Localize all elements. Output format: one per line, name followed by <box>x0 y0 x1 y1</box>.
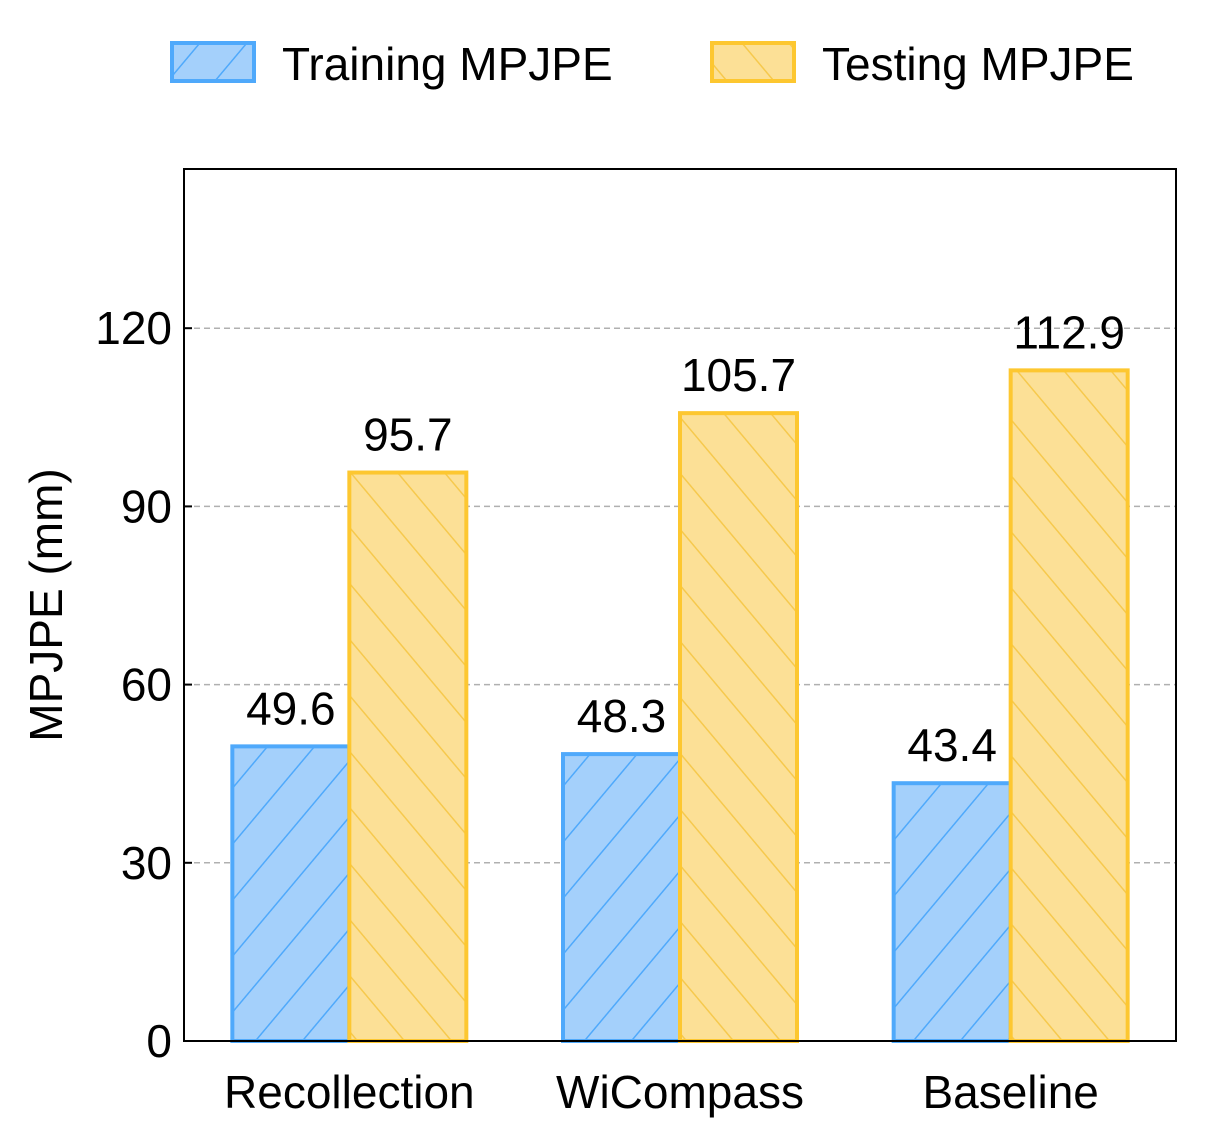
bar-outline <box>230 744 352 1043</box>
plot-frame <box>183 168 1177 1042</box>
bar-outline <box>561 752 682 1044</box>
x-tick-label: Baseline <box>922 1066 1098 1118</box>
data-labels: 49.6 48.3 43.4 95.7 105.7 112.9 <box>246 306 1125 771</box>
y-tick-label: 90 <box>121 480 172 532</box>
data-label: 48.3 <box>577 690 667 742</box>
y-tick-label: 0 <box>146 1015 172 1067</box>
data-label: 112.9 <box>1013 306 1125 358</box>
y-tick-label: 120 <box>95 302 172 354</box>
legend-label-testing: Testing MPJPE <box>822 38 1134 90</box>
y-axis: 0 30 60 90 120 <box>95 302 192 1067</box>
bar-outline <box>347 470 469 1043</box>
x-tick-label: WiCompass <box>556 1066 804 1118</box>
data-label: 49.6 <box>246 682 336 734</box>
bar-outline <box>678 411 799 1043</box>
x-tick-label: Recollection <box>224 1066 475 1118</box>
data-label: 95.7 <box>363 409 453 461</box>
x-axis: Recollection WiCompass Baseline <box>224 1066 1099 1118</box>
bar-outline <box>1008 368 1130 1043</box>
bars <box>230 368 1130 1044</box>
bar-outline <box>891 781 1013 1044</box>
legend: Training MPJPE Testing MPJPE <box>170 38 1134 90</box>
legend-label-training: Training MPJPE <box>282 38 613 90</box>
data-label: 43.4 <box>907 719 997 771</box>
y-tick-label: 30 <box>121 837 172 889</box>
data-label: 105.7 <box>681 349 796 401</box>
legend-swatch-training-hatch <box>170 41 256 83</box>
legend-swatch-testing-hatch <box>710 41 796 83</box>
y-axis-label: MPJPE (mm) <box>20 468 72 741</box>
y-tick-label: 60 <box>121 659 172 711</box>
